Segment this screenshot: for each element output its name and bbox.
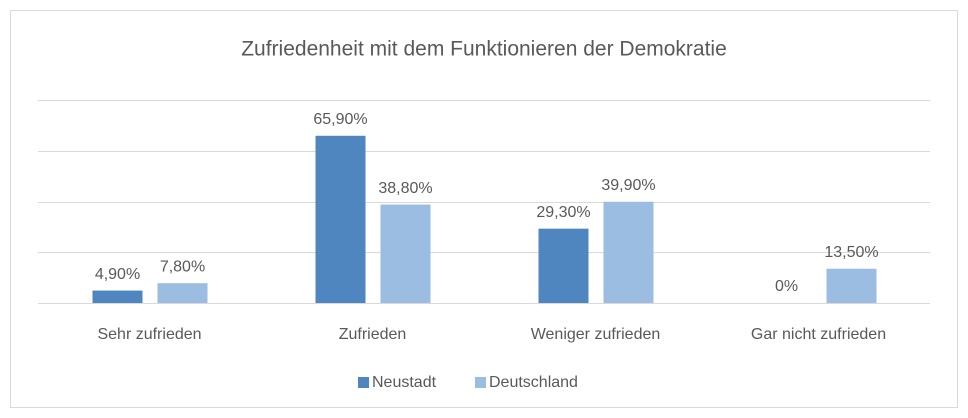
- data-label: 29,30%: [536, 204, 590, 221]
- legend-label: Neustadt: [372, 374, 437, 391]
- bar: [826, 268, 877, 303]
- data-label: 39,90%: [601, 177, 655, 194]
- data-label: 38,80%: [378, 180, 432, 197]
- data-label: 4,90%: [95, 266, 140, 283]
- bar: [157, 283, 208, 303]
- bar: [92, 290, 143, 303]
- bar: [315, 135, 366, 303]
- legend-swatch: [475, 377, 486, 388]
- data-label: 13,50%: [824, 244, 878, 261]
- data-label: 0%: [775, 278, 798, 295]
- chart-border: [10, 10, 958, 408]
- legend-swatch: [358, 377, 369, 388]
- x-tick-label: Zufrieden: [339, 326, 407, 343]
- data-label: 65,90%: [313, 111, 367, 128]
- legend-label: Deutschland: [489, 374, 578, 391]
- data-label: 7,80%: [160, 258, 205, 275]
- x-tick-label: Sehr zufrieden: [97, 326, 201, 343]
- x-tick-label: Gar nicht zufrieden: [751, 326, 886, 343]
- bar: [603, 201, 654, 303]
- chart-title: Zufriedenheit mit dem Funktionieren der …: [241, 38, 727, 61]
- x-tick-label: Weniger zufrieden: [531, 326, 661, 343]
- bar: [538, 228, 589, 303]
- bar: [380, 204, 431, 303]
